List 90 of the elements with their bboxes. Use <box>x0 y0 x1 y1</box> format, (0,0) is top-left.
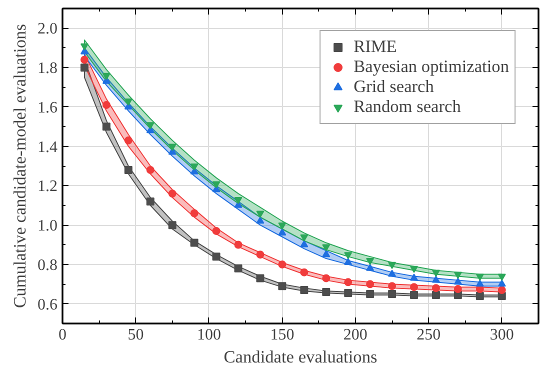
point <box>256 250 264 259</box>
point <box>102 100 110 109</box>
point <box>410 266 418 273</box>
point <box>432 276 440 283</box>
point <box>278 222 286 230</box>
point <box>300 268 308 276</box>
point <box>476 274 484 281</box>
point <box>366 280 374 288</box>
point <box>124 136 132 144</box>
point <box>190 209 198 218</box>
y-tick-label: 0.6 <box>38 296 58 314</box>
legend-label: Bayesian optimization <box>354 57 509 77</box>
point <box>388 262 396 269</box>
y-tick-label: 1.4 <box>38 138 58 156</box>
point <box>322 250 330 258</box>
point <box>80 56 88 64</box>
legend-label: RIME <box>354 37 397 57</box>
point <box>256 216 264 224</box>
point <box>146 197 154 206</box>
point <box>432 284 440 292</box>
x-tick-label: 0 <box>58 326 66 344</box>
point <box>432 290 440 299</box>
point <box>476 280 484 287</box>
point <box>168 190 176 198</box>
point <box>212 181 220 188</box>
y-tick-label: 1.8 <box>38 60 58 78</box>
y-tick-label: 2.0 <box>38 20 58 38</box>
legend-label: Random search <box>354 97 461 117</box>
point <box>410 283 418 292</box>
point <box>190 163 198 171</box>
point <box>388 270 396 277</box>
y-tick-label: 0.8 <box>38 256 58 274</box>
point <box>454 285 462 294</box>
point <box>146 122 154 130</box>
point <box>102 122 110 131</box>
point <box>366 258 374 266</box>
point <box>388 290 396 298</box>
point <box>168 144 176 151</box>
point <box>454 278 462 285</box>
point <box>498 286 506 294</box>
point <box>80 43 88 50</box>
point <box>410 290 418 299</box>
x-axis-title: Candidate evaluations <box>224 348 378 366</box>
point <box>322 274 330 282</box>
point <box>322 244 330 252</box>
legend-label: Grid search <box>354 77 434 97</box>
x-tick-label: 200 <box>343 326 368 344</box>
point <box>278 260 286 268</box>
x-tick-label: 150 <box>270 326 294 344</box>
point <box>344 288 352 297</box>
point <box>366 290 374 298</box>
y-tick-label: 1.6 <box>38 99 58 116</box>
point <box>190 238 198 247</box>
point <box>168 221 176 230</box>
point <box>344 278 352 286</box>
point <box>300 286 308 294</box>
point <box>234 240 242 249</box>
point <box>124 166 132 174</box>
point <box>102 72 110 80</box>
point <box>300 240 308 248</box>
x-tick-label: 50 <box>128 326 144 344</box>
y-tick-label: 1.2 <box>38 178 58 196</box>
point <box>498 280 506 287</box>
point <box>344 258 352 265</box>
point <box>146 166 154 174</box>
point <box>212 226 220 235</box>
point <box>212 252 220 261</box>
point <box>278 282 286 290</box>
point <box>432 270 440 277</box>
point <box>256 274 264 282</box>
point <box>300 234 308 242</box>
point <box>124 98 132 106</box>
y-axis-title: Cumulative candidate-model evaluations <box>10 24 30 308</box>
point <box>476 292 484 300</box>
point <box>388 282 396 290</box>
point <box>278 228 286 236</box>
x-tick-label: 100 <box>196 326 221 344</box>
point <box>344 252 352 260</box>
point <box>322 288 330 296</box>
point <box>234 264 242 272</box>
point <box>454 272 462 279</box>
y-tick-label: 1.0 <box>38 218 58 235</box>
point <box>80 64 88 72</box>
point <box>234 196 242 204</box>
point <box>366 264 374 271</box>
point <box>498 274 506 281</box>
x-tick-label: 300 <box>490 326 514 344</box>
point <box>256 210 264 218</box>
point <box>410 274 418 281</box>
x-tick-label: 250 <box>416 326 441 344</box>
